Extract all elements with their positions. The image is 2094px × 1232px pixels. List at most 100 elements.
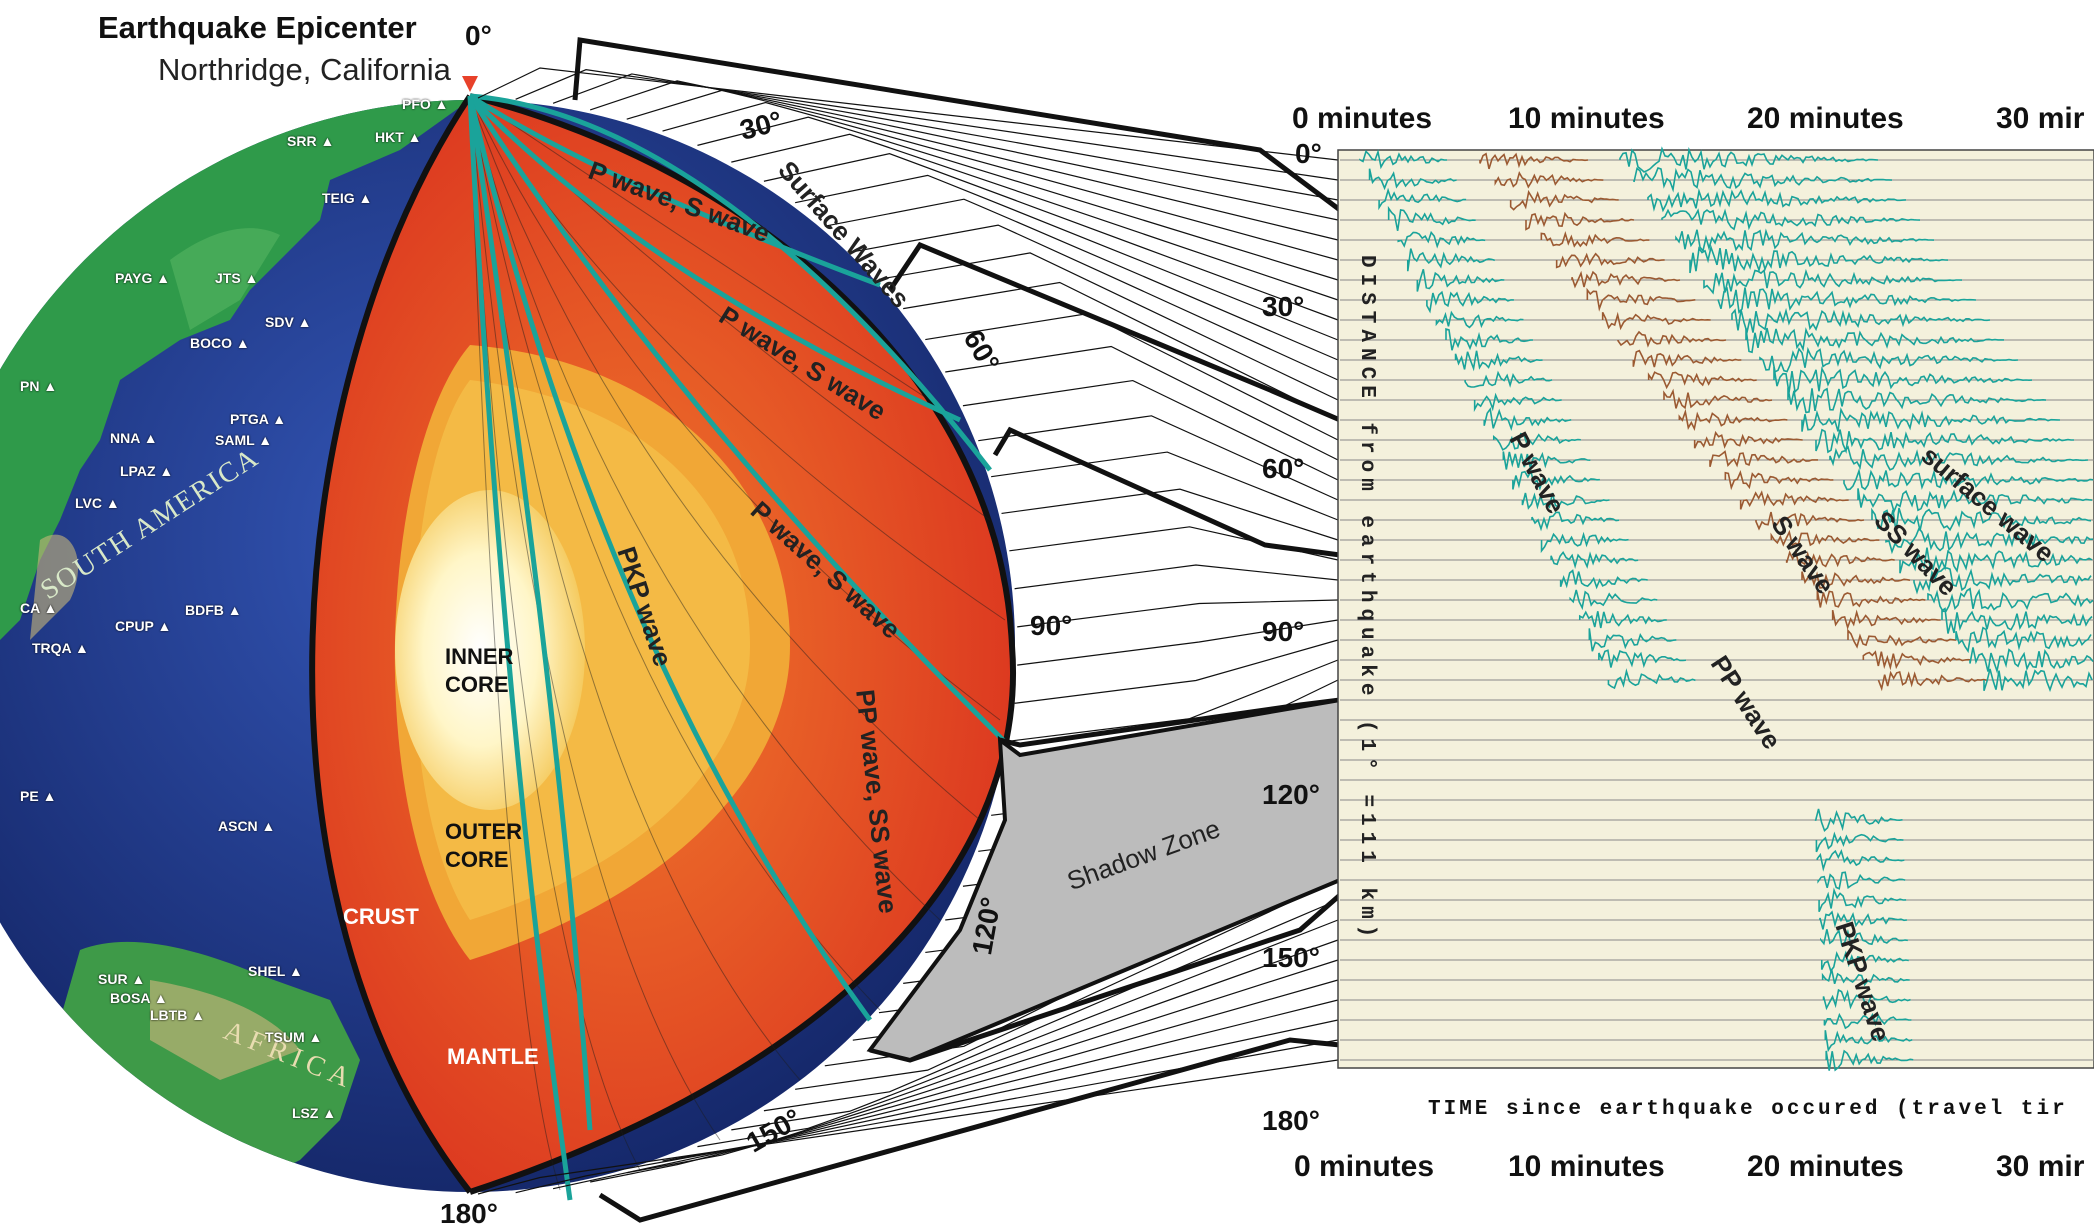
trace-waveform	[1885, 526, 2094, 555]
trace-waveform	[1913, 567, 2092, 595]
trace-waveform	[1899, 547, 2093, 574]
connector-line	[795, 174, 1339, 341]
connector-line	[662, 101, 1339, 261]
trace-waveform	[1857, 488, 2093, 514]
trace-waveform	[1816, 590, 1926, 608]
trace-waveform	[1773, 366, 2033, 394]
trace-waveform	[1831, 609, 1941, 631]
trace-waveform	[1717, 286, 1977, 314]
globe-angle-180: 180°	[440, 1198, 498, 1229]
connector-line	[795, 879, 1339, 1090]
connector-line	[515, 69, 1339, 181]
trace-waveform	[1540, 231, 1650, 248]
trace-waveform	[1397, 230, 1486, 249]
inner-core	[395, 490, 585, 810]
americas-landmass	[0, 100, 470, 640]
trace-waveform	[1598, 649, 1686, 669]
globe	[0, 76, 1017, 1201]
connector-line	[1001, 488, 1339, 541]
trace-waveform	[1559, 569, 1648, 590]
connector-line	[991, 451, 1339, 521]
topHeaders-3: 30 mir	[1996, 102, 2085, 135]
station-lvc: LVC ▲	[75, 495, 120, 511]
station-payg: PAYG ▲	[115, 270, 171, 286]
trace-waveform	[1494, 171, 1604, 189]
trace-waveform	[1927, 587, 2094, 613]
trace-waveform	[1647, 188, 1907, 213]
trace-waveform	[1703, 268, 1963, 295]
trace-waveform	[1521, 492, 1610, 510]
station-pn: PN ▲	[20, 378, 58, 394]
shadow-zone	[866, 697, 1342, 1063]
trace-waveform	[1877, 670, 1987, 692]
trace-waveform	[1983, 668, 2093, 693]
trace-waveform	[1847, 628, 1957, 649]
time-axis-label: TIME since earthquake occured (travel ti…	[1428, 1098, 2068, 1121]
trace-waveform	[1969, 647, 2094, 674]
trace-waveform	[1406, 248, 1496, 272]
trace-waveform	[1578, 610, 1667, 629]
connector-line	[697, 939, 1339, 1148]
trace-waveform	[1693, 430, 1803, 449]
connector-line	[731, 919, 1339, 1131]
trace-waveform	[1601, 311, 1711, 331]
trace-waveform	[1689, 244, 1949, 274]
bottomHeaders-1: 10 minutes	[1508, 1150, 1665, 1183]
trace-waveform	[1492, 432, 1581, 451]
station-saml: SAML ▲	[215, 432, 273, 448]
connector-line	[1009, 526, 1339, 561]
connector-line	[763, 153, 1339, 321]
trace-waveform	[1454, 350, 1543, 372]
crust-label: CRUST	[343, 904, 419, 929]
trace-waveform	[1818, 887, 1907, 913]
trace-waveform	[1525, 211, 1635, 231]
distance-tick-3: 90°	[1262, 616, 1305, 647]
trace-waveform	[1540, 531, 1629, 554]
trace-waveform	[1759, 346, 2019, 373]
trace-waveform	[1755, 511, 1865, 531]
trace-waveform	[1787, 387, 2047, 414]
station-teig: TEIG ▲	[322, 190, 373, 206]
trace-waveform	[1473, 392, 1562, 413]
connector-line	[1017, 619, 1339, 666]
trace-waveform	[1739, 490, 1849, 510]
trace-waveform	[1709, 450, 1818, 468]
station-jts: JTS ▲	[215, 270, 259, 286]
trace-waveform	[1745, 327, 2004, 354]
trace-waveform	[1464, 370, 1553, 388]
connector-line	[1017, 599, 1339, 628]
topHeaders-1: 10 minutes	[1508, 102, 1665, 135]
trace-waveform	[1387, 205, 1476, 231]
station-nna: NNA ▲	[110, 430, 158, 446]
trace-waveform	[1509, 189, 1619, 211]
connector-line	[945, 345, 1339, 461]
globe-angle-0: 0°	[465, 20, 492, 51]
trace-waveform	[1619, 146, 1879, 173]
distance-tick-0: 0°	[1295, 138, 1322, 169]
outer-core-label: OUTER CORE	[445, 819, 522, 872]
connector-line	[697, 116, 1339, 281]
station-trqa: TRQA ▲	[32, 640, 89, 656]
trace-waveform	[1359, 148, 1448, 170]
connector-line	[1014, 564, 1339, 590]
trace-waveform	[1661, 208, 1921, 231]
trace-waveform	[1819, 910, 1908, 930]
trace-waveform	[1829, 445, 2089, 471]
epicenter-subtitle: Northridge, California	[158, 52, 451, 87]
distance-tick-5: 150°	[1262, 942, 1320, 973]
trace-waveform	[1814, 808, 1903, 833]
distance-tick-4: 120°	[1262, 779, 1320, 810]
station-pe: PE ▲	[20, 788, 57, 804]
station-lpaz: LPAZ ▲	[120, 463, 174, 479]
trace-waveform	[1632, 349, 1742, 368]
inner-core-label: INNER CORE	[445, 644, 514, 697]
trace-waveform	[1820, 950, 1909, 973]
connector-line	[903, 281, 1339, 421]
connector-line	[962, 379, 1339, 481]
connector-line	[589, 80, 1339, 221]
trace-waveform	[1569, 589, 1658, 611]
trace-waveform	[1416, 268, 1505, 292]
trace-waveform	[1675, 228, 1935, 253]
globe-angle-90: 90°	[1030, 610, 1073, 641]
